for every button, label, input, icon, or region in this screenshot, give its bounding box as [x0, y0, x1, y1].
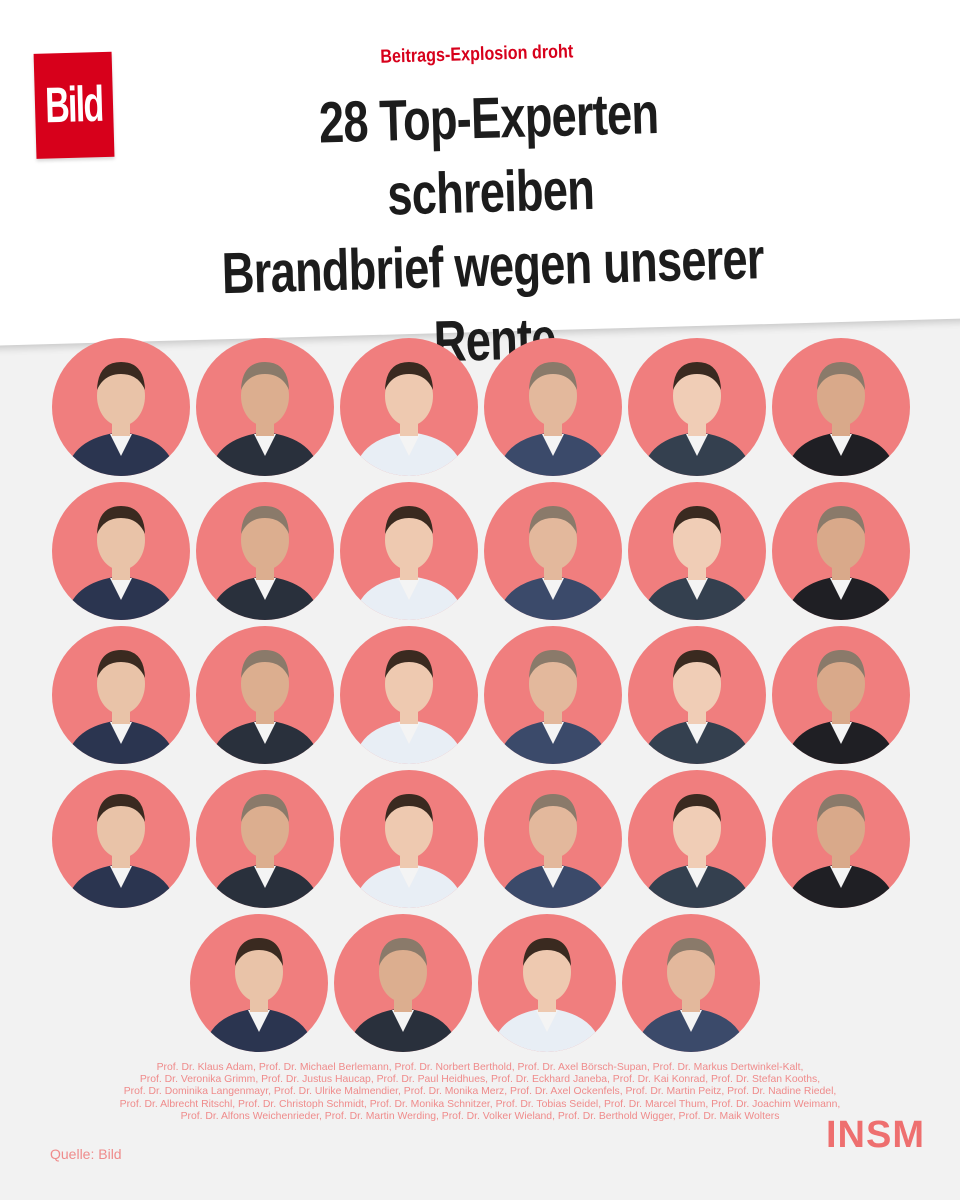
expert-portrait	[52, 626, 190, 764]
person-portrait-icon	[354, 362, 464, 476]
expert-portrait	[484, 770, 622, 908]
insm-logo: INSM	[826, 1114, 925, 1156]
person-portrait-icon	[210, 650, 320, 764]
person-portrait-icon	[66, 650, 176, 764]
person-portrait-icon	[210, 362, 320, 476]
expert-portrait	[52, 338, 190, 476]
person-portrait-icon	[498, 506, 608, 620]
person-portrait-icon	[204, 938, 314, 1052]
expert-portrait	[196, 482, 334, 620]
person-portrait-icon	[498, 362, 608, 476]
person-portrait-icon	[642, 650, 752, 764]
expert-portrait	[628, 626, 766, 764]
person-portrait-icon	[354, 506, 464, 620]
person-portrait-icon	[492, 938, 602, 1052]
expert-portrait	[196, 626, 334, 764]
person-portrait-icon	[642, 506, 752, 620]
expert-names: Prof. Dr. Klaus Adam, Prof. Dr. Michael …	[80, 1062, 880, 1123]
expert-portrait	[52, 482, 190, 620]
names-line: Prof. Dr. Dominika Langenmayr, Prof. Dr.…	[123, 1086, 837, 1098]
expert-portrait	[340, 338, 478, 476]
expert-portrait	[772, 626, 910, 764]
names-line: Prof. Dr. Alfons Weichenrieder, Prof. Dr…	[180, 1110, 780, 1122]
expert-portrait	[628, 770, 766, 908]
expert-portrait	[628, 338, 766, 476]
names-line: Prof. Dr. Albrecht Ritschl, Prof. Dr. Ch…	[119, 1098, 841, 1110]
person-portrait-icon	[210, 506, 320, 620]
expert-portrait	[340, 770, 478, 908]
person-portrait-icon	[786, 362, 896, 476]
expert-portrait	[628, 482, 766, 620]
expert-portrait	[772, 770, 910, 908]
person-portrait-icon	[642, 794, 752, 908]
expert-portrait	[340, 482, 478, 620]
expert-portrait	[484, 482, 622, 620]
person-portrait-icon	[636, 938, 746, 1052]
person-portrait-icon	[66, 794, 176, 908]
expert-portrait	[484, 338, 622, 476]
expert-portrait	[772, 482, 910, 620]
expert-portrait	[478, 914, 616, 1052]
person-portrait-icon	[786, 506, 896, 620]
expert-portrait	[484, 626, 622, 764]
expert-portrait	[334, 914, 472, 1052]
expert-portrait	[52, 770, 190, 908]
expert-portrait	[772, 338, 910, 476]
expert-portrait	[196, 338, 334, 476]
person-portrait-icon	[66, 506, 176, 620]
expert-portrait	[196, 770, 334, 908]
person-portrait-icon	[66, 362, 176, 476]
names-line: Prof. Dr. Klaus Adam, Prof. Dr. Michael …	[156, 1062, 804, 1073]
source-label: Quelle: Bild	[50, 1146, 122, 1162]
names-line: Prof. Dr. Veronika Grimm, Prof. Dr. Just…	[139, 1074, 821, 1086]
person-portrait-icon	[786, 650, 896, 764]
person-portrait-icon	[348, 938, 458, 1052]
expert-portrait	[340, 626, 478, 764]
expert-portrait	[190, 914, 328, 1052]
person-portrait-icon	[786, 794, 896, 908]
person-portrait-icon	[354, 794, 464, 908]
person-portrait-icon	[498, 650, 608, 764]
person-portrait-icon	[642, 362, 752, 476]
portrait-grid	[52, 338, 910, 1052]
person-portrait-icon	[498, 794, 608, 908]
person-portrait-icon	[210, 794, 320, 908]
person-portrait-icon	[354, 650, 464, 764]
expert-portrait	[622, 914, 760, 1052]
